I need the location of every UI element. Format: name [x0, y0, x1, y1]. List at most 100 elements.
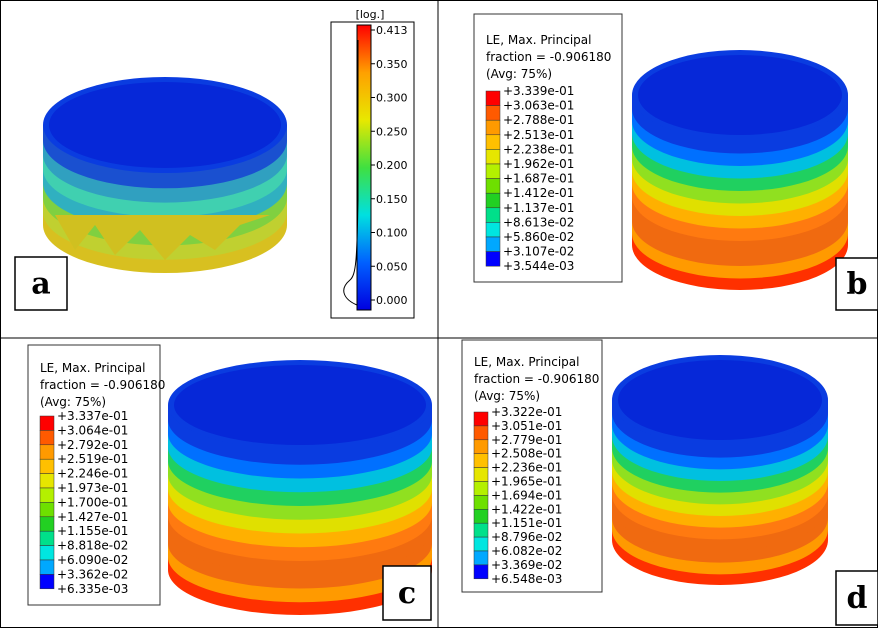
legend-value: +2.779e-01: [491, 433, 562, 447]
legend-swatch: [39, 458, 55, 474]
legend-value: +2.508e-01: [491, 447, 562, 461]
legend-value: +2.236e-01: [491, 461, 562, 475]
legend-value: +1.962e-01: [503, 157, 574, 171]
legend-swatch: [39, 530, 55, 546]
legend-swatch: [485, 119, 501, 136]
legend-swatch: [39, 444, 55, 460]
legend-value: +3.063e-01: [503, 99, 574, 113]
legend-value: +2.513e-01: [503, 128, 574, 142]
legend-swatch: [39, 545, 55, 561]
legend-swatch: [485, 134, 501, 150]
panel-label-box: [14, 256, 68, 311]
legend-swatch: [473, 411, 489, 427]
legend-swatch: [485, 222, 501, 238]
legend-swatch: [473, 550, 489, 566]
legend-value: +3.339e-01: [503, 84, 574, 98]
cylinder-top: [49, 82, 281, 168]
legend-swatch: [485, 192, 501, 209]
legend-swatch: [485, 251, 501, 267]
legend-swatch: [473, 536, 489, 552]
legend-value: +2.246e-01: [57, 467, 128, 481]
legend-swatch: [473, 467, 489, 482]
legend-title: LE, Max. Principal: [486, 33, 591, 47]
legend-title: LE, Max. Principal: [40, 361, 145, 375]
legend-value: +1.427e-01: [57, 510, 128, 524]
scale-tick-label: 0.200: [376, 159, 408, 172]
scale-tick-label: 0.413: [376, 24, 408, 37]
legend-swatch: [485, 236, 501, 252]
cylinder-top: [638, 55, 842, 135]
legend-title: (Avg: 75%): [486, 67, 552, 81]
panel-label-box: [835, 570, 878, 626]
legend-swatch: [39, 502, 55, 518]
legend-title: fraction = -0.906180: [40, 378, 165, 392]
legend-value: +5.860e-02: [503, 230, 574, 244]
panel-label: d: [847, 581, 868, 616]
legend-value: +2.792e-01: [57, 438, 128, 452]
legend-value: +3.051e-01: [491, 419, 562, 433]
legend-swatch: [473, 522, 489, 538]
legend-swatch: [39, 487, 55, 503]
scale-box: [330, 21, 415, 319]
sample-fracture: [55, 215, 270, 260]
legend-swatch: [39, 415, 55, 431]
scale-tick-label: 0.000: [376, 294, 408, 307]
legend-value: +6.090e-02: [57, 553, 128, 567]
legend-value: +1.155e-01: [57, 524, 128, 538]
legend-swatch: [485, 90, 501, 106]
cylinder-top: [174, 365, 426, 445]
legend-swatch: [473, 439, 489, 454]
legend-swatch: [485, 105, 501, 121]
panel-label: b: [847, 267, 868, 302]
legend-value: +3.107e-02: [503, 245, 574, 259]
scale-tick-label: 0.150: [376, 193, 408, 206]
legend-swatch: [485, 207, 501, 223]
legend-swatch: [473, 509, 489, 524]
legend-swatch: [485, 149, 501, 165]
scale-tick-label: 0.300: [376, 92, 408, 105]
legend-swatch: [473, 564, 489, 580]
legend-value: +3.369e-02: [491, 558, 562, 572]
legend-title: (Avg: 75%): [40, 395, 106, 409]
legend-value: +1.412e-01: [503, 186, 574, 200]
legend-swatch: [39, 430, 55, 446]
legend-swatch: [473, 453, 489, 468]
legend-value: +1.422e-01: [491, 502, 562, 516]
legend-value: +1.965e-01: [491, 475, 562, 489]
legend-swatch: [39, 473, 55, 489]
scale-tick-label: 0.050: [376, 260, 408, 273]
legend-title: LE, Max. Principal: [474, 355, 579, 369]
legend-value: +6.082e-02: [491, 544, 562, 558]
legend-swatch: [473, 481, 489, 496]
legend-swatch: [39, 559, 55, 575]
scale-title: [log.]: [356, 8, 385, 21]
panel-label: c: [398, 576, 416, 611]
legend-value: +8.613e-02: [503, 215, 574, 229]
histogram-curve: [343, 40, 359, 306]
legend-value: +8.818e-02: [57, 539, 128, 553]
scale-bar: [356, 24, 372, 311]
legend-value: +3.064e-01: [57, 423, 128, 437]
legend-value: +3.362e-02: [57, 567, 128, 581]
legend-value: +1.137e-01: [503, 201, 574, 215]
panel-label-box: [835, 257, 878, 311]
panel-label: a: [31, 267, 50, 302]
scale-tick-label: 0.350: [376, 58, 408, 71]
legend-value: +2.519e-01: [57, 452, 128, 466]
legend-title: (Avg: 75%): [474, 389, 540, 403]
panel-label-box: [382, 565, 432, 621]
legend-value: +2.238e-01: [503, 142, 574, 156]
legend-value: +2.788e-01: [503, 113, 574, 127]
legend-swatch: [473, 425, 489, 441]
renders: [43, 50, 848, 615]
legend-value: +3.544e-03: [503, 259, 574, 273]
scale-tick-label: 0.100: [376, 227, 408, 240]
legend-swatch: [473, 495, 489, 510]
legend-value: +3.337e-01: [57, 409, 128, 423]
legend-swatch: [39, 516, 55, 532]
legend-value: +3.322e-01: [491, 405, 562, 419]
legend-value: +1.700e-01: [57, 495, 128, 509]
legend-value: +1.973e-01: [57, 481, 128, 495]
legend-value: +8.796e-02: [491, 530, 562, 544]
